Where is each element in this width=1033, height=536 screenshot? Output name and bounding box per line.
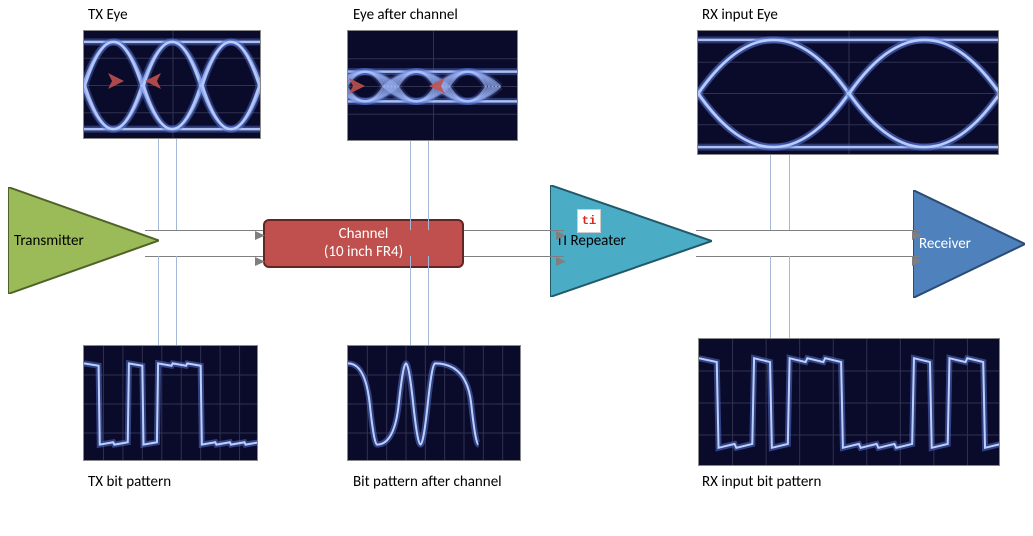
signal-arrowhead-icon	[556, 252, 566, 271]
rx-input-eye-label: RX input Eye	[702, 6, 778, 24]
tx-bit-pattern-waveform	[83, 345, 258, 461]
bit-pattern-after-channel-label: Bit pattern after channel	[353, 473, 502, 491]
probe-line	[176, 256, 177, 345]
signal-wire	[464, 230, 564, 231]
rx-eye-diagram	[697, 30, 999, 155]
probe-line	[158, 256, 159, 345]
signal-arrowhead-icon	[255, 252, 265, 271]
eye-crossing-arrow-icon	[145, 73, 163, 91]
rx-bit-pattern-waveform	[698, 338, 1000, 466]
rx-input-bit-pattern-label: RX input bit pattern	[702, 473, 821, 491]
eye-crossing-arrow-icon	[429, 78, 447, 96]
probe-line	[410, 256, 411, 345]
transmitter-block	[8, 187, 159, 294]
probe-line	[410, 141, 411, 230]
channel-block	[263, 219, 464, 268]
probe-line	[158, 139, 159, 230]
signal-wire	[145, 230, 263, 231]
tx-bit-pattern-label: TX bit pattern	[88, 473, 171, 491]
ti-logo-icon-text: ti	[582, 214, 596, 228]
signal-arrowhead-icon	[912, 252, 922, 271]
signal-arrowhead-icon	[912, 226, 922, 245]
probe-line	[789, 256, 790, 338]
eye-crossing-arrow-icon	[349, 78, 367, 96]
signal-arrowhead-icon	[556, 226, 566, 245]
ti-logo-icon: ti	[577, 209, 601, 233]
channel-bit-pattern-waveform	[347, 345, 521, 461]
probe-line	[428, 256, 429, 345]
probe-line	[428, 141, 429, 230]
signal-arrowhead-icon	[255, 226, 265, 245]
signal-wire	[464, 256, 564, 257]
probe-line	[770, 155, 771, 230]
receiver-block	[913, 190, 1025, 298]
probe-line	[770, 256, 771, 338]
tx-eye-label: TX Eye	[88, 6, 128, 24]
signal-wire	[696, 256, 920, 257]
probe-line	[789, 155, 790, 230]
signal-wire	[145, 256, 263, 257]
eye-crossing-arrow-icon	[108, 73, 126, 91]
probe-line	[176, 139, 177, 230]
signal-wire	[696, 230, 920, 231]
eye-after-channel-label: Eye after channel	[353, 6, 458, 24]
repeater-block	[550, 185, 712, 297]
